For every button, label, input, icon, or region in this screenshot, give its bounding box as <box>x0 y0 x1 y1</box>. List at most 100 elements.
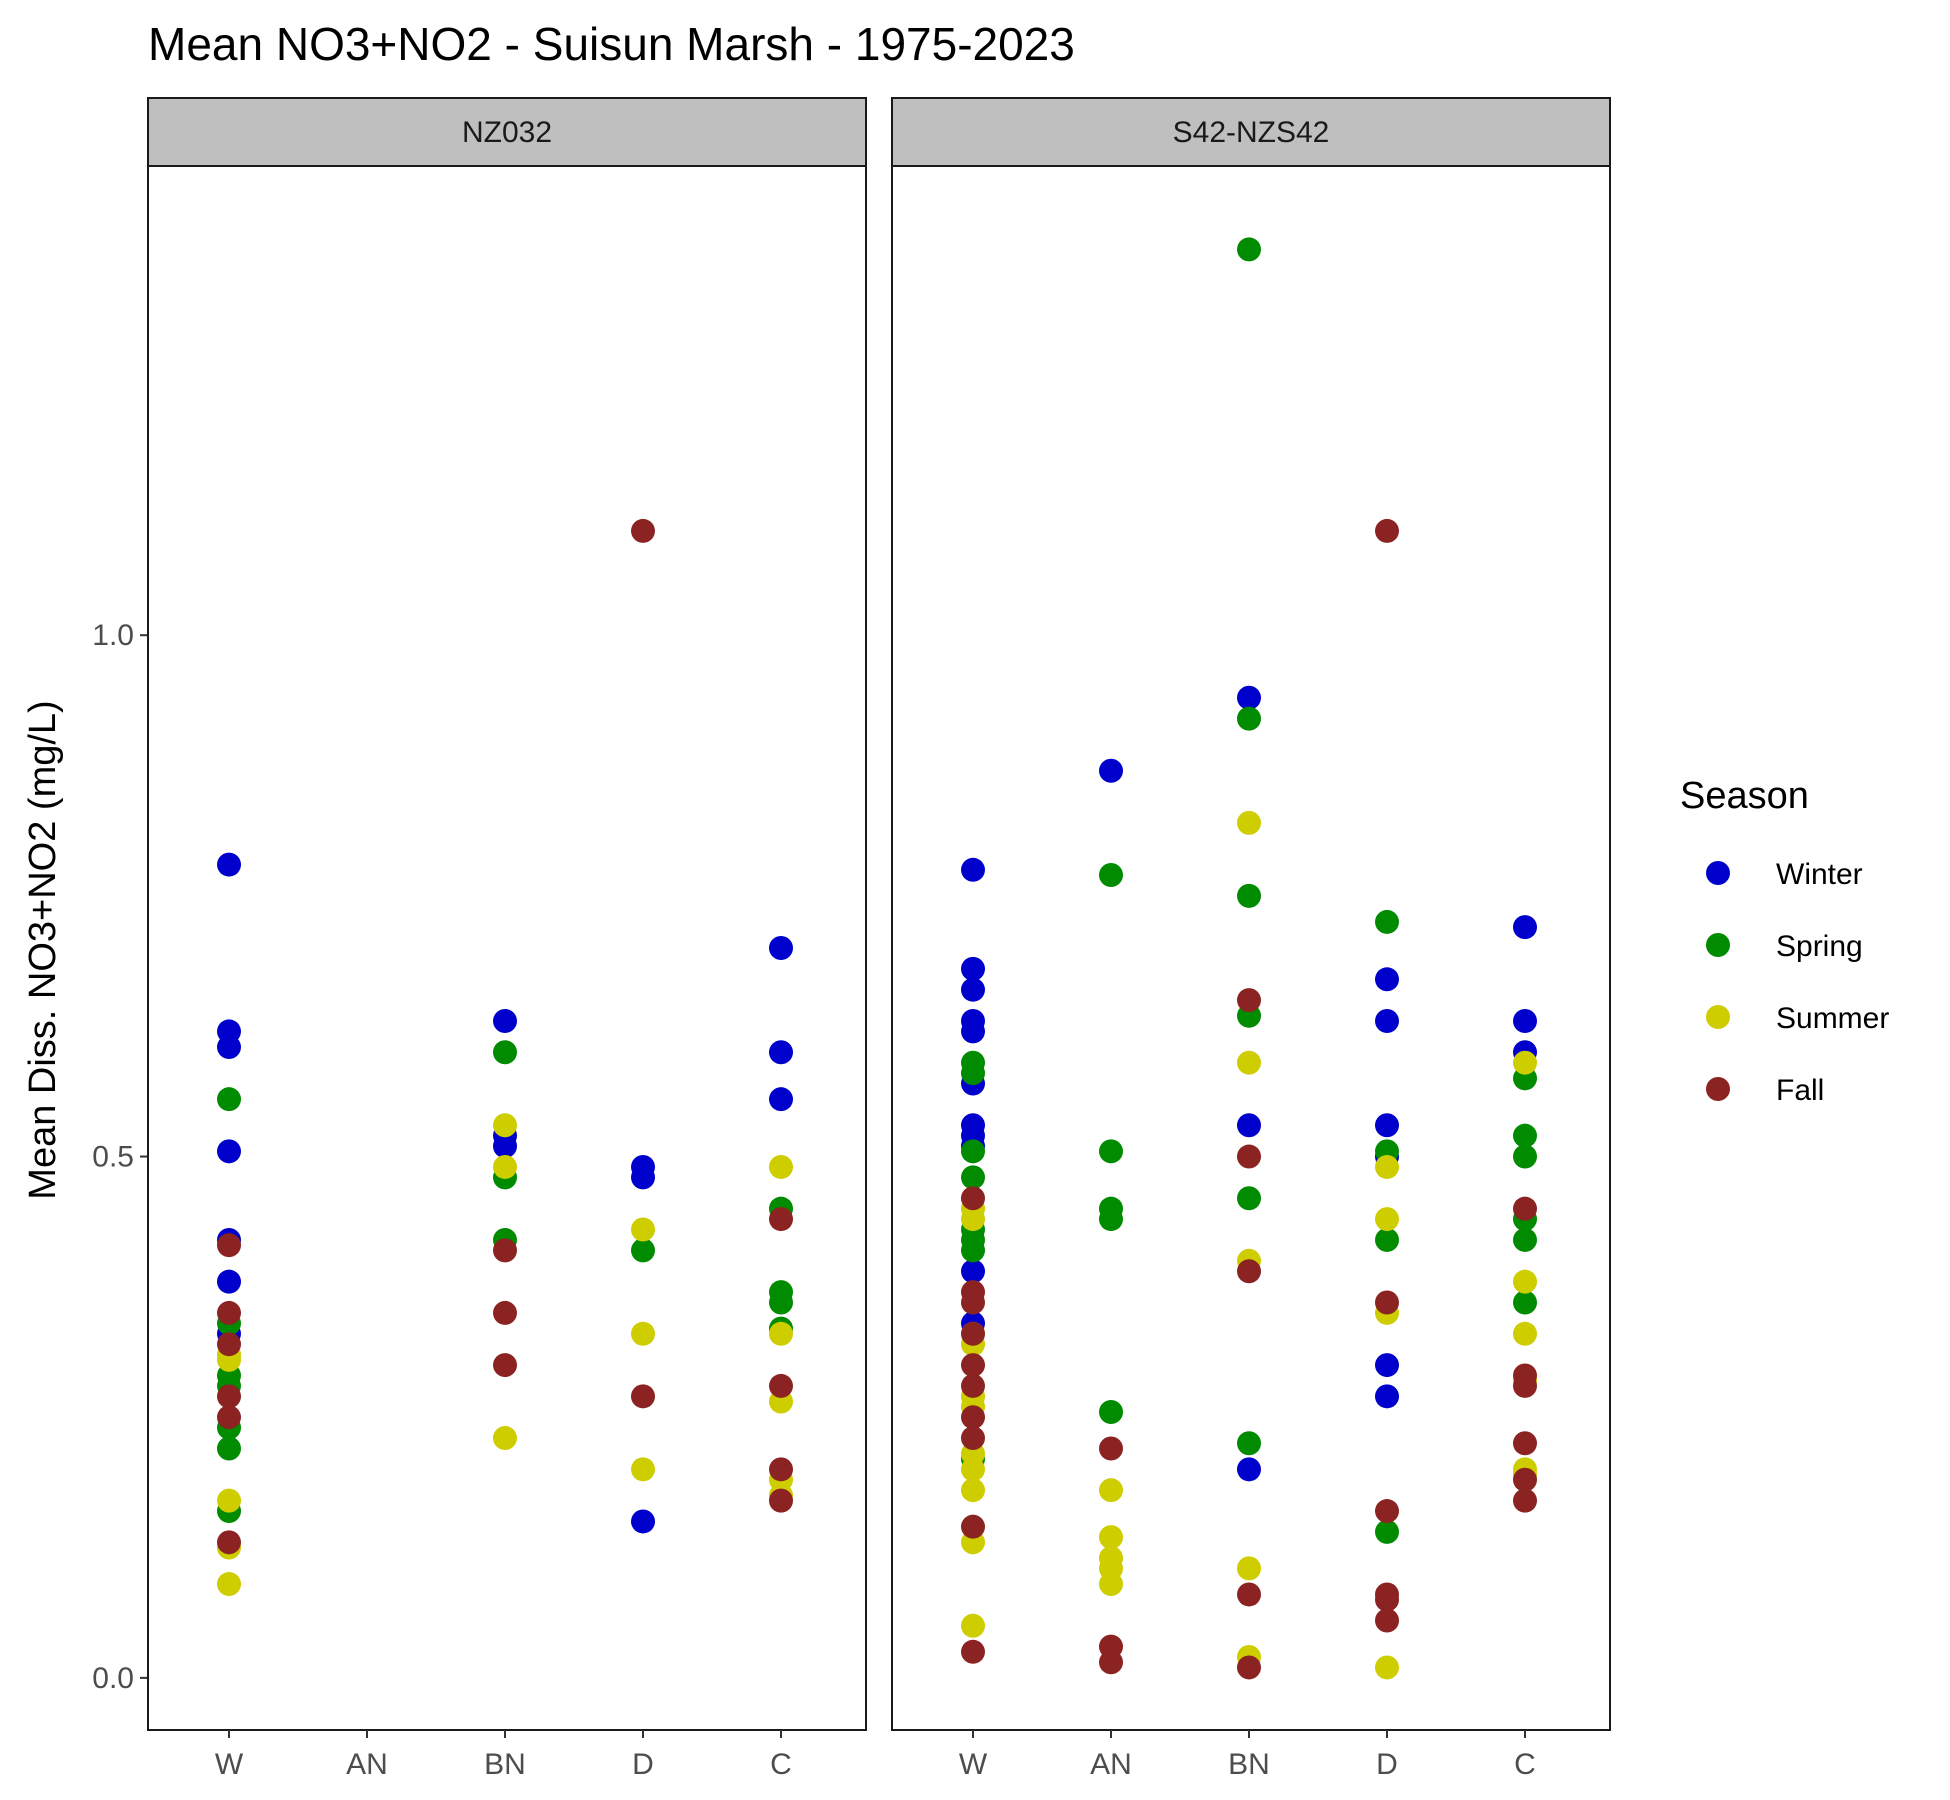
data-point-spring <box>1099 1207 1123 1232</box>
data-point-spring <box>1513 1123 1537 1148</box>
data-point-summer <box>961 1457 985 1482</box>
data-point-winter <box>493 1134 517 1159</box>
data-point-summer <box>493 1154 517 1179</box>
data-point-summer <box>769 1154 793 1179</box>
data-point-fall <box>961 1426 985 1451</box>
data-point-summer <box>1237 810 1261 835</box>
data-point-fall <box>1375 518 1399 543</box>
data-point-fall <box>1513 1431 1537 1456</box>
data-point-fall <box>1237 1655 1261 1680</box>
data-point-winter <box>961 956 985 981</box>
data-point-spring <box>217 1436 241 1461</box>
data-point-winter <box>961 977 985 1002</box>
data-point-fall <box>1237 1144 1261 1169</box>
data-point-summer <box>769 1321 793 1346</box>
legend-key-fall <box>1706 1077 1730 1101</box>
facet-strip-label: NZ032 <box>462 116 552 149</box>
data-point-fall <box>1237 988 1261 1013</box>
x-tick-label: BN <box>1228 1748 1270 1781</box>
facet-panels: 0.0 0.5 1.0 NZ032 W AN BN D C S42-NZS42 W AN BN D C <box>92 97 1611 1781</box>
data-point-summer <box>1099 1572 1123 1597</box>
x-tick-label: W <box>959 1748 988 1781</box>
data-point-winter <box>961 1259 985 1284</box>
data-point-fall <box>217 1332 241 1357</box>
data-point-winter <box>631 1165 655 1190</box>
data-point-fall <box>1513 1196 1537 1221</box>
data-point-summer <box>217 1572 241 1597</box>
x-tick-label: C <box>1514 1748 1536 1781</box>
data-point-fall <box>1375 1587 1399 1612</box>
y-tick-label: 1.0 <box>92 619 134 652</box>
x-tick-label: W <box>215 1748 244 1781</box>
data-point-winter <box>1237 1113 1261 1138</box>
data-point-spring <box>961 1139 985 1164</box>
facet-strip-label: S42-NZS42 <box>1173 116 1330 149</box>
data-point-fall <box>769 1373 793 1398</box>
data-point-fall <box>769 1488 793 1513</box>
x-tick-label: AN <box>1090 1748 1132 1781</box>
x-tick-label: D <box>1376 1748 1398 1781</box>
data-point-fall <box>961 1373 985 1398</box>
data-point-winter <box>769 1040 793 1065</box>
facet-strip <box>891 97 1611 167</box>
legend-key-summer <box>1706 1005 1730 1029</box>
legend-label-spring: Spring <box>1776 930 1863 963</box>
data-point-fall <box>961 1290 985 1315</box>
data-point-winter <box>1375 1008 1399 1033</box>
x-tick-label: D <box>632 1748 654 1781</box>
data-point-fall <box>493 1353 517 1378</box>
data-point-winter <box>217 1035 241 1060</box>
data-point-fall <box>961 1321 985 1346</box>
data-point-fall <box>961 1405 985 1430</box>
y-tick-label: 0.0 <box>92 1662 134 1695</box>
data-point-spring <box>961 1165 985 1190</box>
data-point-spring <box>1513 1144 1537 1169</box>
data-point-spring <box>1237 237 1261 262</box>
data-point-fall <box>769 1207 793 1232</box>
data-point-summer <box>1099 1478 1123 1503</box>
data-point-winter <box>1513 1008 1537 1033</box>
data-point-fall <box>1513 1467 1537 1492</box>
data-point-fall <box>1375 1290 1399 1315</box>
data-point-fall <box>631 1384 655 1409</box>
data-point-winter <box>1375 1353 1399 1378</box>
data-point-spring <box>1237 883 1261 908</box>
data-point-fall <box>1513 1488 1537 1513</box>
data-point-fall <box>1237 1259 1261 1284</box>
data-point-spring <box>1099 863 1123 888</box>
legend-key-spring <box>1706 933 1730 957</box>
data-point-summer <box>1375 1154 1399 1179</box>
data-point-fall <box>1375 1608 1399 1633</box>
data-point-spring <box>1375 1227 1399 1252</box>
data-point-summer <box>961 1207 985 1232</box>
data-point-winter <box>1513 915 1537 940</box>
data-point-winter <box>961 1019 985 1044</box>
x-tick-label: AN <box>346 1748 388 1781</box>
data-point-fall <box>217 1233 241 1258</box>
facet-panel: S42-NZS42 W AN BN D C <box>891 97 1611 1781</box>
data-point-winter <box>217 1139 241 1164</box>
data-point-fall <box>493 1300 517 1325</box>
data-point-summer <box>493 1426 517 1451</box>
data-point-spring <box>1513 1290 1537 1315</box>
data-point-winter <box>769 936 793 960</box>
data-point-fall <box>1375 1499 1399 1524</box>
data-point-spring <box>1237 706 1261 731</box>
data-point-spring <box>631 1238 655 1263</box>
data-point-fall <box>217 1384 241 1409</box>
y-axis-title: Mean Diss. NO3+NO2 (mg/L) <box>22 700 64 1199</box>
data-point-summer <box>1513 1050 1537 1075</box>
data-point-spring <box>217 1087 241 1112</box>
data-point-spring <box>1375 1519 1399 1544</box>
data-point-winter <box>1099 758 1123 783</box>
data-point-summer <box>1375 1655 1399 1680</box>
data-point-fall <box>217 1405 241 1430</box>
data-point-winter <box>1375 1113 1399 1138</box>
data-point-spring <box>1099 1139 1123 1164</box>
legend-key-winter <box>1706 861 1730 885</box>
data-point-winter <box>961 857 985 882</box>
data-point-winter <box>1375 967 1399 992</box>
data-point-spring <box>1237 1186 1261 1211</box>
plot-panel <box>891 165 1611 1731</box>
